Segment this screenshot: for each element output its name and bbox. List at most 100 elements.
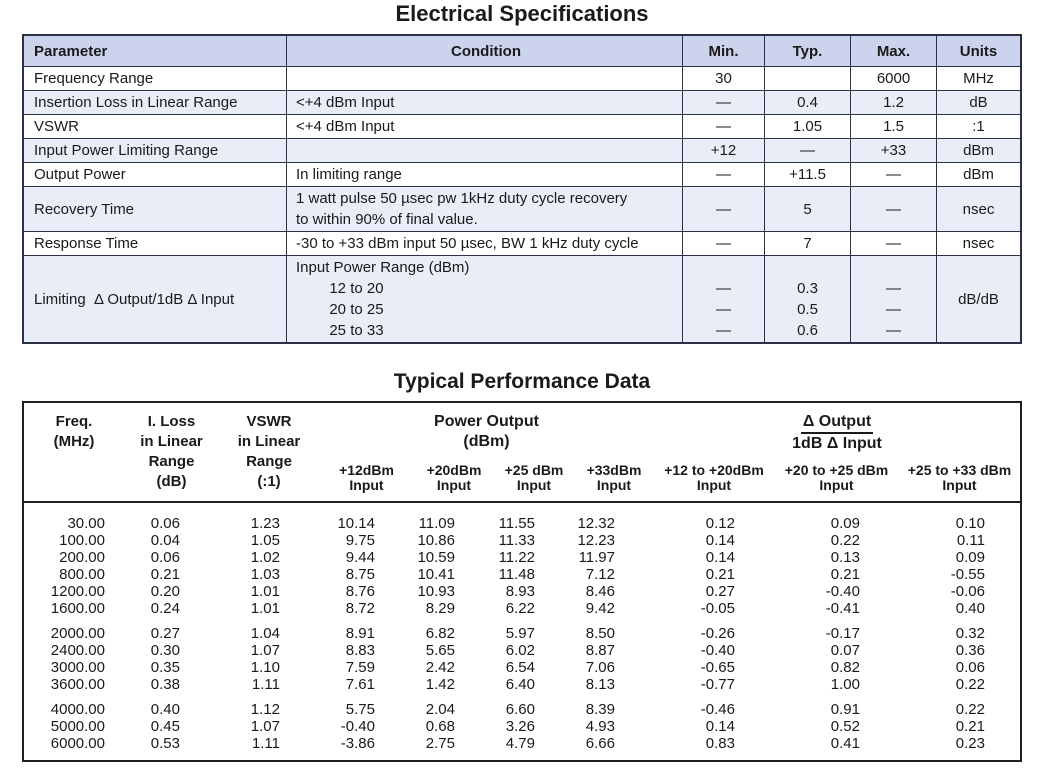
value-cell: 0.04 (150, 532, 180, 549)
value-cell: 0.21 (705, 566, 735, 583)
value-cell: 0.21 (955, 718, 985, 735)
freq-cell: 5000.00 (50, 718, 105, 735)
value-line: — (716, 235, 731, 252)
value-cell: 11.33 (498, 532, 535, 549)
max-cell: +33 (851, 139, 937, 162)
table-row: 2400.00 0.30 1.07 8.83 5.65 6.02 8.87 -0.40 0.07… (24, 642, 1020, 659)
value-cell: 4.93 (585, 718, 615, 735)
value-cell: 6.66 (585, 735, 615, 752)
value-cell: 2.42 (425, 659, 455, 676)
parameter-cell: Frequency Range (24, 67, 287, 90)
value-line (721, 257, 725, 278)
value-cell: 10.86 (417, 532, 455, 549)
max-cell: — (851, 187, 937, 231)
condition-cell: <+4 dBm Input (287, 91, 683, 114)
value-cell: 4.79 (505, 735, 535, 752)
value-cell: 8.93 (505, 583, 535, 600)
table-row: Insertion Loss in Linear Range <+4 dBm In… (24, 91, 1020, 115)
freq-cell: 1600.00 (50, 600, 105, 617)
value-cell: 0.82 (830, 659, 860, 676)
value-cell: 0.14 (705, 549, 735, 566)
parameter-cell: Limiting Δ Output/1dB Δ Input (24, 256, 287, 342)
value-line: 0.5 (797, 301, 818, 318)
value-cell: 0.30 (150, 642, 180, 659)
condition-line: 12 to 20 (296, 280, 384, 297)
freq-cell: 30.00 (67, 515, 105, 532)
table-row: Frequency Range 30 6000 MHz (24, 67, 1020, 91)
value-cell: 8.13 (585, 676, 615, 693)
typ-cell: +11.5 (765, 163, 851, 186)
value-cell: 0.83 (705, 735, 735, 752)
value-cell: 0.07 (830, 642, 860, 659)
min-cell: 30 (683, 67, 765, 90)
value-cell: 8.29 (425, 600, 455, 617)
freq-cell: 2400.00 (50, 642, 105, 659)
max-cell: — (851, 163, 937, 186)
units-cell: dB (969, 94, 988, 111)
header-d25-33: +25 to +33 dBm Input (907, 462, 1012, 493)
min-cell: — (683, 91, 765, 114)
value-cell: 7.59 (345, 659, 375, 676)
header-vswr: VSWR in Linear Range (:1) (237, 413, 301, 490)
value-line: 0.6 (797, 322, 818, 339)
value-cell: -0.41 (825, 600, 860, 617)
performance-data-title: Typical Performance Data (393, 370, 651, 393)
value-cell: 10.14 (337, 515, 375, 532)
value-cell: 6.82 (425, 625, 455, 642)
header-max: Max. (851, 36, 937, 66)
value-cell: -0.40 (825, 583, 860, 600)
value-cell: 1.07 (250, 642, 280, 659)
freq-cell: 2000.00 (50, 625, 105, 642)
value-cell: 0.36 (955, 642, 985, 659)
min-cell: — (683, 115, 765, 138)
value-line: +12 (710, 142, 737, 159)
header-freq: Freq. (MHz) (53, 413, 95, 450)
value-cell: 2.04 (425, 701, 455, 718)
performance-table: Freq. (MHz) I. Loss in Linear Range (dB)… (22, 401, 1022, 762)
value-line: — (716, 322, 731, 339)
value-cell: 8.76 (345, 583, 375, 600)
value-cell: 1.03 (250, 566, 280, 583)
value-cell: 0.38 (150, 676, 180, 693)
value-cell: 7.06 (585, 659, 615, 676)
parameter-cell: Response Time (24, 232, 287, 255)
value-line: 0.3 (797, 280, 818, 297)
value-line: — (716, 118, 731, 135)
value-cell: 0.20 (150, 583, 180, 600)
freq-cell: 200.00 (59, 549, 105, 566)
typ-cell: 5 (765, 187, 851, 231)
units-cell: dBm (963, 142, 994, 159)
value-cell: 9.42 (585, 600, 615, 617)
units-cell: dB/dB (958, 290, 999, 308)
value-line: — (886, 301, 901, 318)
max-cell: 1.2 (851, 91, 937, 114)
power-output-group-title: Power Output (dBm) (434, 413, 539, 450)
value-line: 7 (803, 235, 812, 252)
value-cell: 8.46 (585, 583, 615, 600)
table-row: VSWR <+4 dBm Input — 1.05 1.5:1 (24, 115, 1020, 139)
value-line: 1.05 (792, 118, 823, 135)
condition-line: to within 90% of final value. (296, 211, 478, 228)
value-cell: 0.12 (705, 515, 735, 532)
header-min: Min. (683, 36, 765, 66)
value-cell: 11.09 (418, 515, 455, 532)
value-cell: 1.11 (251, 676, 280, 693)
parameter-cell: VSWR (24, 115, 287, 138)
value-cell: 5.65 (425, 642, 455, 659)
min-cell: — (683, 163, 765, 186)
value-cell: -0.26 (700, 625, 735, 642)
value-cell: 0.35 (150, 659, 180, 676)
table-row: 3600.00 0.38 1.11 7.61 1.42 6.40 8.13 -0.77 1.00… (24, 676, 1020, 693)
freq-cell: 1200.00 (50, 583, 105, 600)
freq-cell: 3000.00 (50, 659, 105, 676)
typ-cell (765, 67, 851, 90)
value-line: — (886, 280, 901, 297)
value-line: 5 (803, 200, 812, 218)
electrical-specs-table: Parameter Condition Min. Typ. Max. Units… (22, 34, 1022, 344)
value-cell: 1.05 (250, 532, 280, 549)
condition-cell: -30 to +33 dBm input 50 µsec, BW 1 kHz d… (287, 232, 683, 255)
value-cell: -0.40 (340, 718, 375, 735)
parameter-cell: Recovery Time (24, 187, 287, 231)
header-p25: +25 dBm Input (504, 462, 564, 493)
typ-cell: 0.4 (765, 91, 851, 114)
